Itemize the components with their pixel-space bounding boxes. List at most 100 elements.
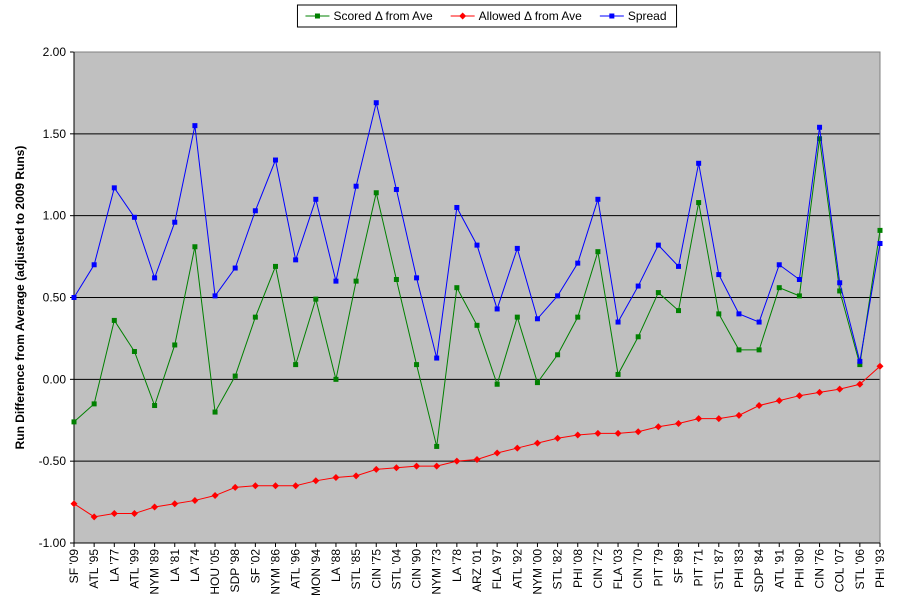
point bbox=[333, 376, 339, 382]
x-tick-label: HOU '05 bbox=[208, 549, 222, 595]
point bbox=[609, 13, 615, 19]
x-tick-label: SF '89 bbox=[672, 549, 686, 584]
point bbox=[131, 214, 137, 220]
point bbox=[554, 434, 562, 442]
point bbox=[756, 319, 762, 325]
point bbox=[857, 362, 863, 368]
point bbox=[575, 314, 581, 320]
point bbox=[172, 219, 178, 225]
point bbox=[453, 457, 461, 465]
point bbox=[312, 477, 320, 485]
point bbox=[392, 464, 400, 472]
x-tick-label: COL '07 bbox=[833, 549, 847, 593]
point bbox=[513, 444, 521, 452]
point bbox=[272, 482, 279, 490]
point bbox=[574, 431, 582, 439]
point bbox=[675, 420, 682, 428]
x-tick-label: LA '77 bbox=[107, 549, 121, 582]
point bbox=[70, 500, 78, 508]
point bbox=[736, 311, 742, 317]
y-tick-label: 1.50 bbox=[43, 127, 67, 141]
x-tick-label: NYM '86 bbox=[269, 549, 283, 595]
legend-label: Allowed Δ from Ave bbox=[479, 9, 583, 23]
x-tick-label: ATL '91 bbox=[772, 549, 786, 589]
point bbox=[676, 308, 681, 314]
point bbox=[71, 419, 77, 425]
point bbox=[252, 314, 258, 320]
point bbox=[494, 306, 500, 312]
point bbox=[273, 157, 278, 163]
point bbox=[373, 100, 379, 106]
point bbox=[736, 347, 742, 353]
x-tick-label: LA '78 bbox=[450, 549, 464, 582]
point bbox=[91, 262, 97, 268]
point bbox=[111, 185, 117, 191]
x-tick-label: ATL '99 bbox=[127, 549, 141, 589]
x-tick-label: STL '87 bbox=[712, 549, 726, 590]
point bbox=[817, 136, 823, 142]
y-axis-title: Run Difference from Average (adjusted to… bbox=[13, 146, 27, 450]
point bbox=[372, 465, 380, 473]
point bbox=[252, 208, 258, 214]
point bbox=[454, 285, 460, 291]
point bbox=[292, 482, 300, 490]
point bbox=[251, 482, 259, 490]
point bbox=[755, 402, 763, 410]
y-tick-label: 1.00 bbox=[43, 209, 67, 223]
point bbox=[635, 283, 641, 289]
x-tick-label: ATL '92 bbox=[510, 549, 524, 589]
point bbox=[90, 513, 98, 521]
point bbox=[696, 160, 702, 166]
point bbox=[434, 443, 440, 449]
point bbox=[293, 362, 299, 368]
point bbox=[313, 296, 319, 302]
point bbox=[575, 260, 581, 266]
point bbox=[473, 456, 481, 464]
x-tick-label: STL '85 bbox=[349, 549, 363, 590]
point bbox=[393, 276, 399, 282]
x-tick-label: STL '04 bbox=[389, 549, 403, 590]
point bbox=[91, 401, 97, 407]
point bbox=[534, 316, 540, 322]
point bbox=[796, 276, 802, 282]
point bbox=[414, 362, 420, 368]
point bbox=[474, 242, 480, 248]
x-tick-label: CIN '76 bbox=[813, 549, 827, 589]
point bbox=[837, 288, 843, 294]
x-tick-label: FLA '97 bbox=[490, 549, 504, 590]
y-tick-label: -1.00 bbox=[39, 536, 67, 550]
point bbox=[634, 428, 642, 436]
point bbox=[555, 352, 561, 358]
point bbox=[353, 278, 359, 284]
point bbox=[795, 392, 803, 400]
x-tick-label: SF '02 bbox=[248, 549, 262, 584]
point bbox=[454, 204, 460, 210]
point bbox=[836, 385, 844, 393]
point bbox=[594, 429, 602, 437]
point bbox=[192, 123, 198, 129]
point bbox=[676, 263, 681, 269]
point bbox=[352, 472, 360, 480]
point bbox=[555, 293, 561, 299]
point bbox=[211, 492, 219, 500]
x-tick-label: PHI '83 bbox=[732, 549, 746, 588]
point bbox=[212, 293, 218, 299]
point bbox=[876, 362, 884, 370]
point bbox=[130, 510, 138, 518]
point bbox=[615, 371, 621, 377]
point bbox=[877, 240, 883, 246]
point bbox=[71, 295, 77, 300]
point bbox=[595, 249, 601, 255]
point bbox=[172, 342, 178, 348]
point bbox=[775, 397, 783, 405]
x-tick-label: LA '81 bbox=[168, 549, 182, 582]
point bbox=[434, 355, 440, 361]
x-tick-label: CIN '90 bbox=[410, 549, 424, 589]
point bbox=[152, 403, 158, 409]
point bbox=[171, 500, 179, 508]
point bbox=[776, 262, 782, 268]
point bbox=[614, 429, 622, 437]
point bbox=[856, 380, 864, 388]
point bbox=[332, 474, 340, 482]
x-tick-label: PIT '79 bbox=[651, 549, 665, 587]
